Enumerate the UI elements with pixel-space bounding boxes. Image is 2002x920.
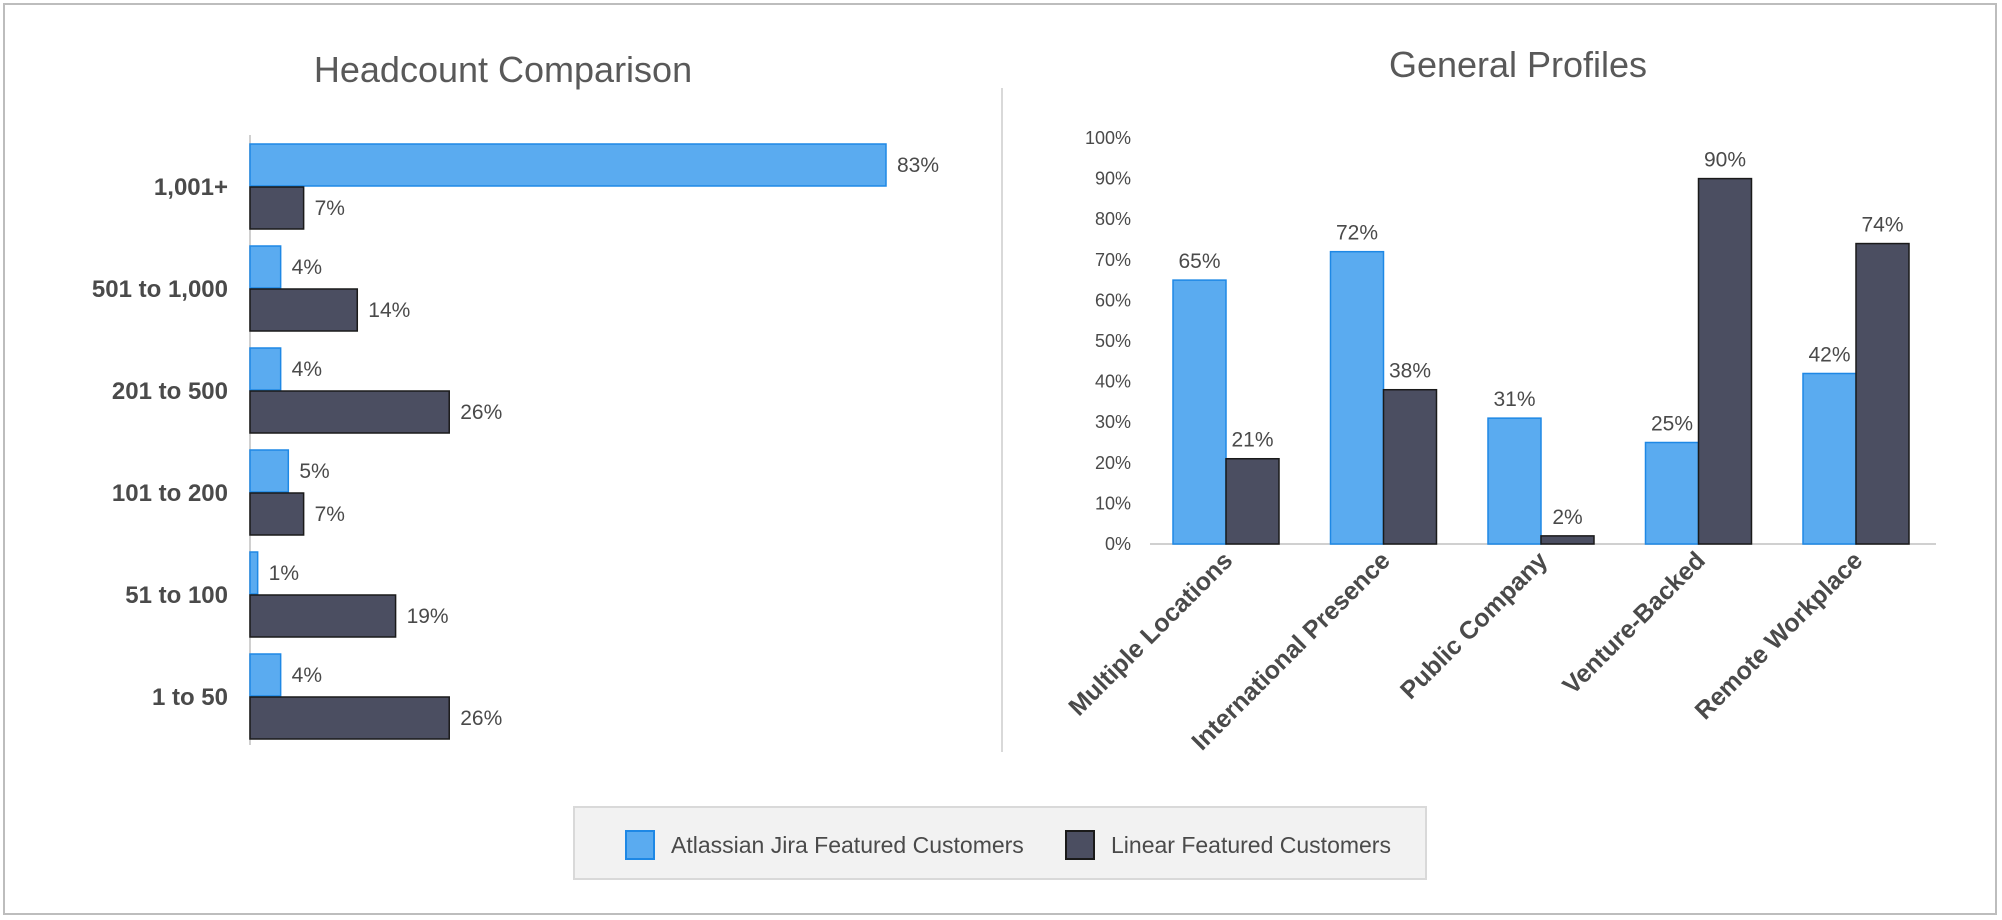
profiles-bar-linear xyxy=(1382,388,1438,545)
profiles-chart-title: General Profiles xyxy=(1389,44,1647,85)
headcount-bar-jira xyxy=(249,347,282,391)
headcount-value-label-jira: 83% xyxy=(897,154,939,177)
legend-swatch-jira xyxy=(625,830,655,860)
legend-swatch-linear xyxy=(1065,830,1095,860)
profiles-y-tick-label: 10% xyxy=(1095,493,1131,513)
headcount-bar-linear xyxy=(249,696,450,740)
profiles-value-label-linear: 21% xyxy=(1231,429,1273,452)
legend-item-jira: Atlassian Jira Featured Customers xyxy=(625,829,1024,861)
profiles-category-label: Venture-Backed xyxy=(1557,546,1710,699)
headcount-value-label-jira: 4% xyxy=(292,664,322,687)
headcount-category-label: 1,001+ xyxy=(154,174,228,201)
headcount-bar-linear xyxy=(249,186,305,230)
profiles-bar-jira xyxy=(1329,250,1385,545)
profiles-value-label-linear: 2% xyxy=(1552,506,1582,529)
headcount-chart-title: Headcount Comparison xyxy=(314,49,692,90)
headcount-value-label-jira: 4% xyxy=(292,256,322,279)
profiles-category-label: Remote Workplace xyxy=(1690,546,1869,725)
profiles-value-label-jira: 31% xyxy=(1493,388,1535,411)
profiles-value-label-jira: 72% xyxy=(1336,222,1378,245)
profiles-y-tick-label: 0% xyxy=(1105,534,1131,554)
profiles-value-label-jira: 42% xyxy=(1808,343,1850,366)
headcount-bar-linear xyxy=(249,288,359,332)
profiles-bar-linear xyxy=(1855,242,1910,545)
profiles-y-tick-label: 50% xyxy=(1095,331,1131,351)
headcount-category-label: 201 to 500 xyxy=(112,378,228,405)
headcount-value-label-linear: 7% xyxy=(315,503,345,526)
profiles-category-label: Public Company xyxy=(1395,546,1553,704)
profiles-bar-linear xyxy=(1697,177,1753,545)
profiles-bar-linear xyxy=(1225,457,1280,545)
profiles-y-tick-label: 80% xyxy=(1095,209,1131,229)
headcount-bar-linear xyxy=(249,594,397,638)
profiles-category-label: Multiple Locations xyxy=(1063,546,1238,721)
headcount-category-label: 101 to 200 xyxy=(112,480,228,507)
headcount-value-label-linear: 26% xyxy=(460,401,502,424)
profiles-bar-jira xyxy=(1644,441,1700,545)
profiles-y-tick-label: 70% xyxy=(1095,250,1131,270)
profiles-y-tick-label: 30% xyxy=(1095,412,1131,432)
headcount-bar-jira xyxy=(249,143,887,187)
profiles-bar-jira xyxy=(1487,417,1542,545)
profiles-bar-linear xyxy=(1540,535,1595,545)
headcount-bar-linear xyxy=(249,492,305,536)
headcount-bar-jira xyxy=(249,551,259,595)
profiles-value-label-jira: 65% xyxy=(1178,250,1220,273)
profiles-y-tick-label: 60% xyxy=(1095,290,1131,310)
headcount-bar-jira xyxy=(249,245,282,289)
profiles-y-tick-label: 90% xyxy=(1095,169,1131,189)
profiles-y-tick-label: 100% xyxy=(1085,128,1131,148)
headcount-value-label-linear: 14% xyxy=(368,299,410,322)
headcount-value-label-jira: 5% xyxy=(299,460,329,483)
headcount-value-label-linear: 7% xyxy=(315,197,345,220)
profiles-y-tick-label: 40% xyxy=(1095,372,1131,392)
profiles-bar-jira xyxy=(1802,372,1857,545)
headcount-value-label-linear: 19% xyxy=(407,605,449,628)
headcount-bar-jira xyxy=(249,449,290,493)
legend-label-linear: Linear Featured Customers xyxy=(1111,831,1391,858)
headcount-category-label: 1 to 50 xyxy=(152,684,228,711)
profiles-value-label-jira: 25% xyxy=(1651,413,1693,436)
headcount-category-label: 51 to 100 xyxy=(125,582,228,609)
headcount-bar-jira xyxy=(249,653,282,697)
legend-item-linear: Linear Featured Customers xyxy=(1065,829,1391,861)
profiles-chart: General Profiles 0% 10% 20% 30% 40% 50% 60% 70%… xyxy=(1063,44,1936,756)
legend-label-jira: Atlassian Jira Featured Customers xyxy=(671,831,1024,858)
headcount-bar-linear xyxy=(249,390,450,434)
profiles-value-label-linear: 38% xyxy=(1389,360,1431,383)
profiles-bar-jira xyxy=(1172,279,1227,545)
headcount-value-label-linear: 26% xyxy=(460,707,502,730)
headcount-value-label-jira: 4% xyxy=(292,358,322,381)
profiles-value-label-linear: 90% xyxy=(1704,149,1746,172)
headcount-category-label: 501 to 1,000 xyxy=(92,276,228,303)
headcount-chart: Headcount Comparison 1,001+ 83% 7% 501 to 1… xyxy=(92,49,939,745)
profiles-value-label-linear: 74% xyxy=(1861,214,1903,237)
headcount-value-label-jira: 1% xyxy=(269,562,299,585)
legend: Atlassian Jira Featured Customers Linear… xyxy=(573,806,1427,880)
profiles-y-tick-label: 20% xyxy=(1095,453,1131,473)
